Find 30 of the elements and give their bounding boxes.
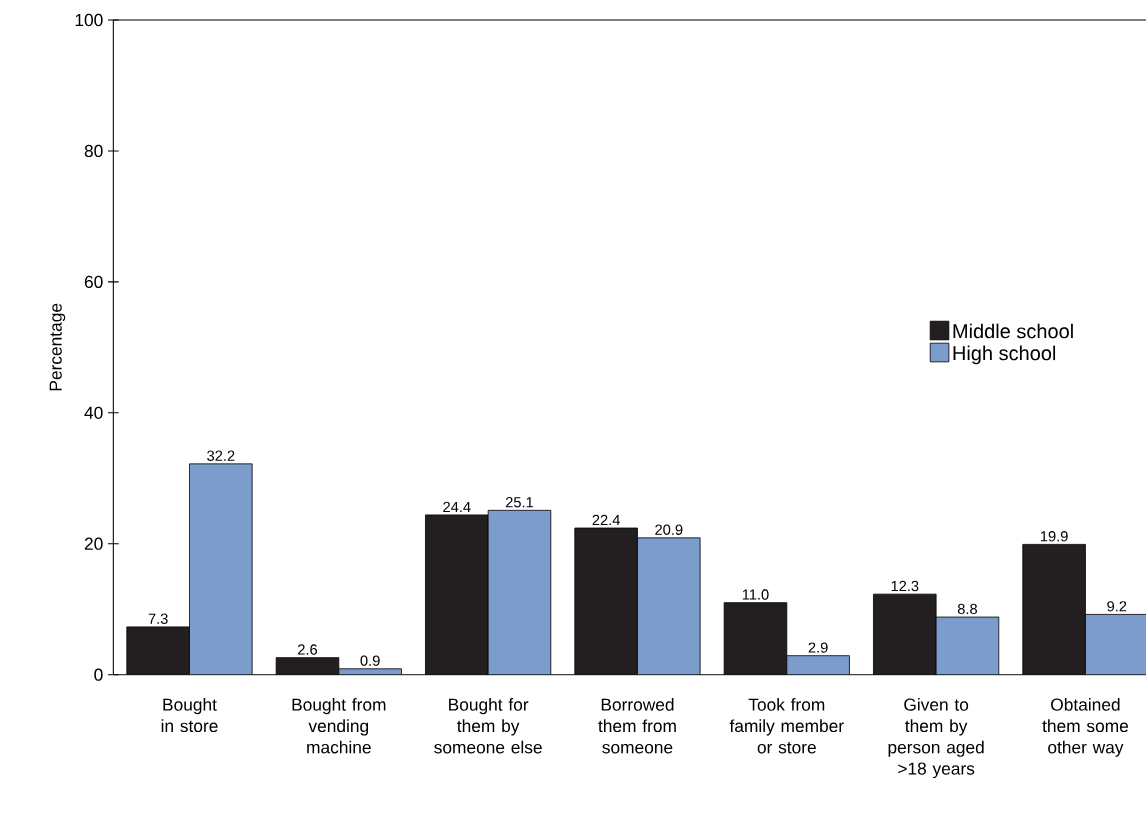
- data-label: 11.0: [742, 589, 769, 600]
- x-tick-label: Bought in store: [161, 698, 218, 733]
- data-label: 19.9: [1040, 531, 1068, 542]
- y-tick-label: 20: [84, 537, 103, 550]
- data-label: 7.3: [148, 613, 168, 624]
- data-label: 25.1: [505, 497, 534, 508]
- x-tick-label: Borrowed them from someone: [598, 698, 676, 754]
- legend-label: Middle school: [953, 323, 1073, 339]
- x-tick-label: Obtained them some other way: [1042, 698, 1129, 757]
- data-label: 12.3: [891, 580, 919, 592]
- x-tick-label: Bought from vending machine: [292, 698, 386, 754]
- y-axis-title: Percentage: [49, 303, 66, 391]
- y-tick-label: 0: [94, 668, 103, 681]
- legend-label: High school: [953, 345, 1056, 365]
- y-tick-label: 40: [84, 406, 103, 419]
- data-label: 32.2: [207, 450, 235, 461]
- data-label: 2.6: [298, 644, 318, 655]
- x-tick-label: Bought for them by someone else: [434, 698, 542, 754]
- x-tick-label: Given to them by person aged >18 years: [888, 698, 984, 779]
- data-label: 2.9: [808, 642, 828, 653]
- data-label: 8.8: [957, 603, 977, 615]
- y-tick-label: 60: [84, 275, 103, 288]
- data-label: 9.2: [1107, 601, 1127, 612]
- x-tick-label: Took from family member or store: [729, 698, 844, 754]
- y-tick-label: 80: [84, 144, 103, 158]
- data-label: 24.4: [443, 501, 471, 512]
- data-label: 0.9: [360, 655, 380, 666]
- y-tick-label: 100: [75, 13, 103, 27]
- data-label: 20.9: [655, 524, 683, 535]
- data-label: 22.4: [592, 514, 620, 526]
